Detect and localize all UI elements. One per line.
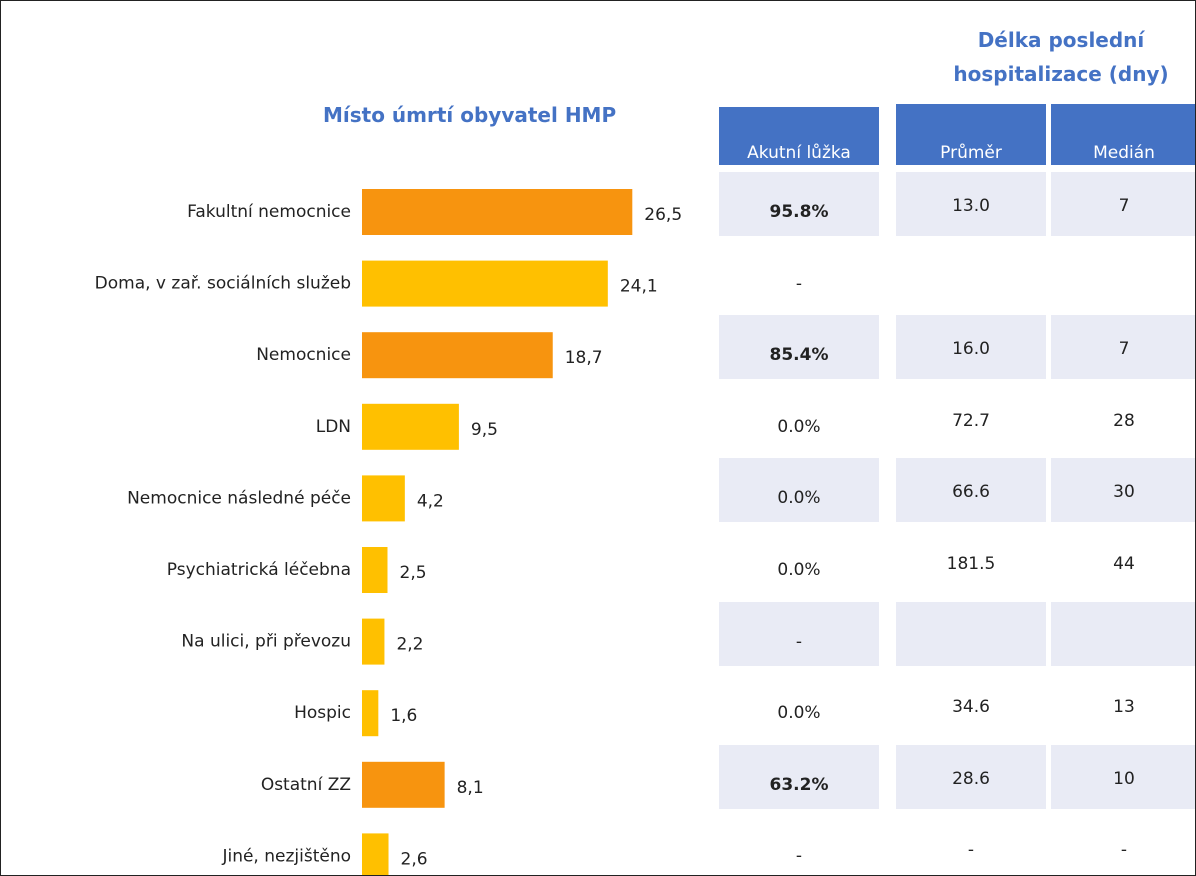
value-label: 2,6	[401, 849, 428, 869]
table-cell: 0.0%	[777, 560, 821, 580]
table-cell: -	[795, 846, 803, 867]
table-cell: 44	[1113, 554, 1135, 574]
category-label: Jiné, nezjištěno	[221, 846, 351, 866]
column-header: Medián	[1051, 104, 1195, 165]
bar	[362, 833, 389, 875]
column-header: Akutní lůžka	[719, 107, 879, 165]
table-cell: 63.2%	[719, 744, 879, 809]
table-cell: 10	[1051, 744, 1195, 809]
bar	[362, 618, 385, 665]
category-label: Fakultní nemocnice	[187, 202, 351, 222]
table-cell: 72.7	[952, 410, 990, 431]
bar	[362, 260, 608, 307]
table-cell: 16.0	[896, 315, 1046, 380]
bar	[362, 547, 388, 593]
table-cell: 0.0%	[777, 416, 821, 437]
table-cell: 0.0%	[719, 458, 879, 523]
category-label: Nemocnice následné péče	[127, 488, 351, 508]
table-cell: 28.6	[896, 744, 1046, 809]
column-header: Průměr	[896, 104, 1046, 165]
table-cell: 7	[1051, 172, 1195, 236]
value-label: 2,2	[396, 635, 423, 655]
table-cell	[896, 601, 1046, 666]
category-label: Hospic	[294, 703, 351, 723]
bar	[362, 403, 459, 450]
table-cell: 181.5	[946, 554, 996, 574]
bar	[362, 690, 379, 737]
value-label: 4,2	[417, 491, 444, 511]
table-cell: 85.4%	[719, 315, 879, 380]
bar	[362, 475, 405, 522]
table-cell: 0.0%	[777, 703, 821, 724]
value-label: 18,7	[565, 348, 603, 368]
table-cell: -	[967, 840, 975, 861]
table-cell	[1051, 244, 1195, 308]
table-cell: 28	[1113, 410, 1135, 431]
value-label: 24,1	[620, 277, 658, 297]
table-cell	[1051, 601, 1195, 666]
bar	[362, 189, 633, 235]
category-label: Na ulici, při převozu	[181, 632, 351, 652]
table-cell: -	[719, 601, 879, 666]
value-label: 1,6	[390, 706, 417, 726]
table-cell: 95.8%	[719, 172, 879, 236]
value-label: 8,1	[457, 778, 484, 798]
table-cell: 30	[1051, 458, 1195, 523]
table-cell: 7	[1051, 315, 1195, 380]
group-header: Délka poslední hospitalizace (dny)	[953, 28, 1169, 86]
category-label: Psychiatrická léčebna	[167, 560, 351, 580]
table-cell: 13.0	[896, 172, 1046, 236]
table-cell	[896, 244, 1046, 308]
bar	[362, 332, 553, 379]
category-label: LDN	[316, 417, 351, 437]
table-cell: 66.6	[896, 458, 1046, 523]
value-label: 2,5	[400, 563, 427, 583]
category-label: Doma, v zař. sociálních služeb	[95, 274, 351, 294]
chart-title: Místo úmrtí obyvatel HMP	[323, 103, 617, 127]
category-label: Ostatní ZZ	[261, 775, 351, 795]
table-cell: 34.6	[952, 697, 990, 718]
table-cell: -	[795, 273, 803, 294]
value-label: 9,5	[471, 420, 498, 440]
value-label: 26,5	[644, 205, 682, 225]
category-label: Nemocnice	[256, 345, 351, 365]
table-cell: -	[1120, 840, 1128, 861]
bar	[362, 761, 445, 808]
table-cell: 13	[1113, 697, 1135, 718]
